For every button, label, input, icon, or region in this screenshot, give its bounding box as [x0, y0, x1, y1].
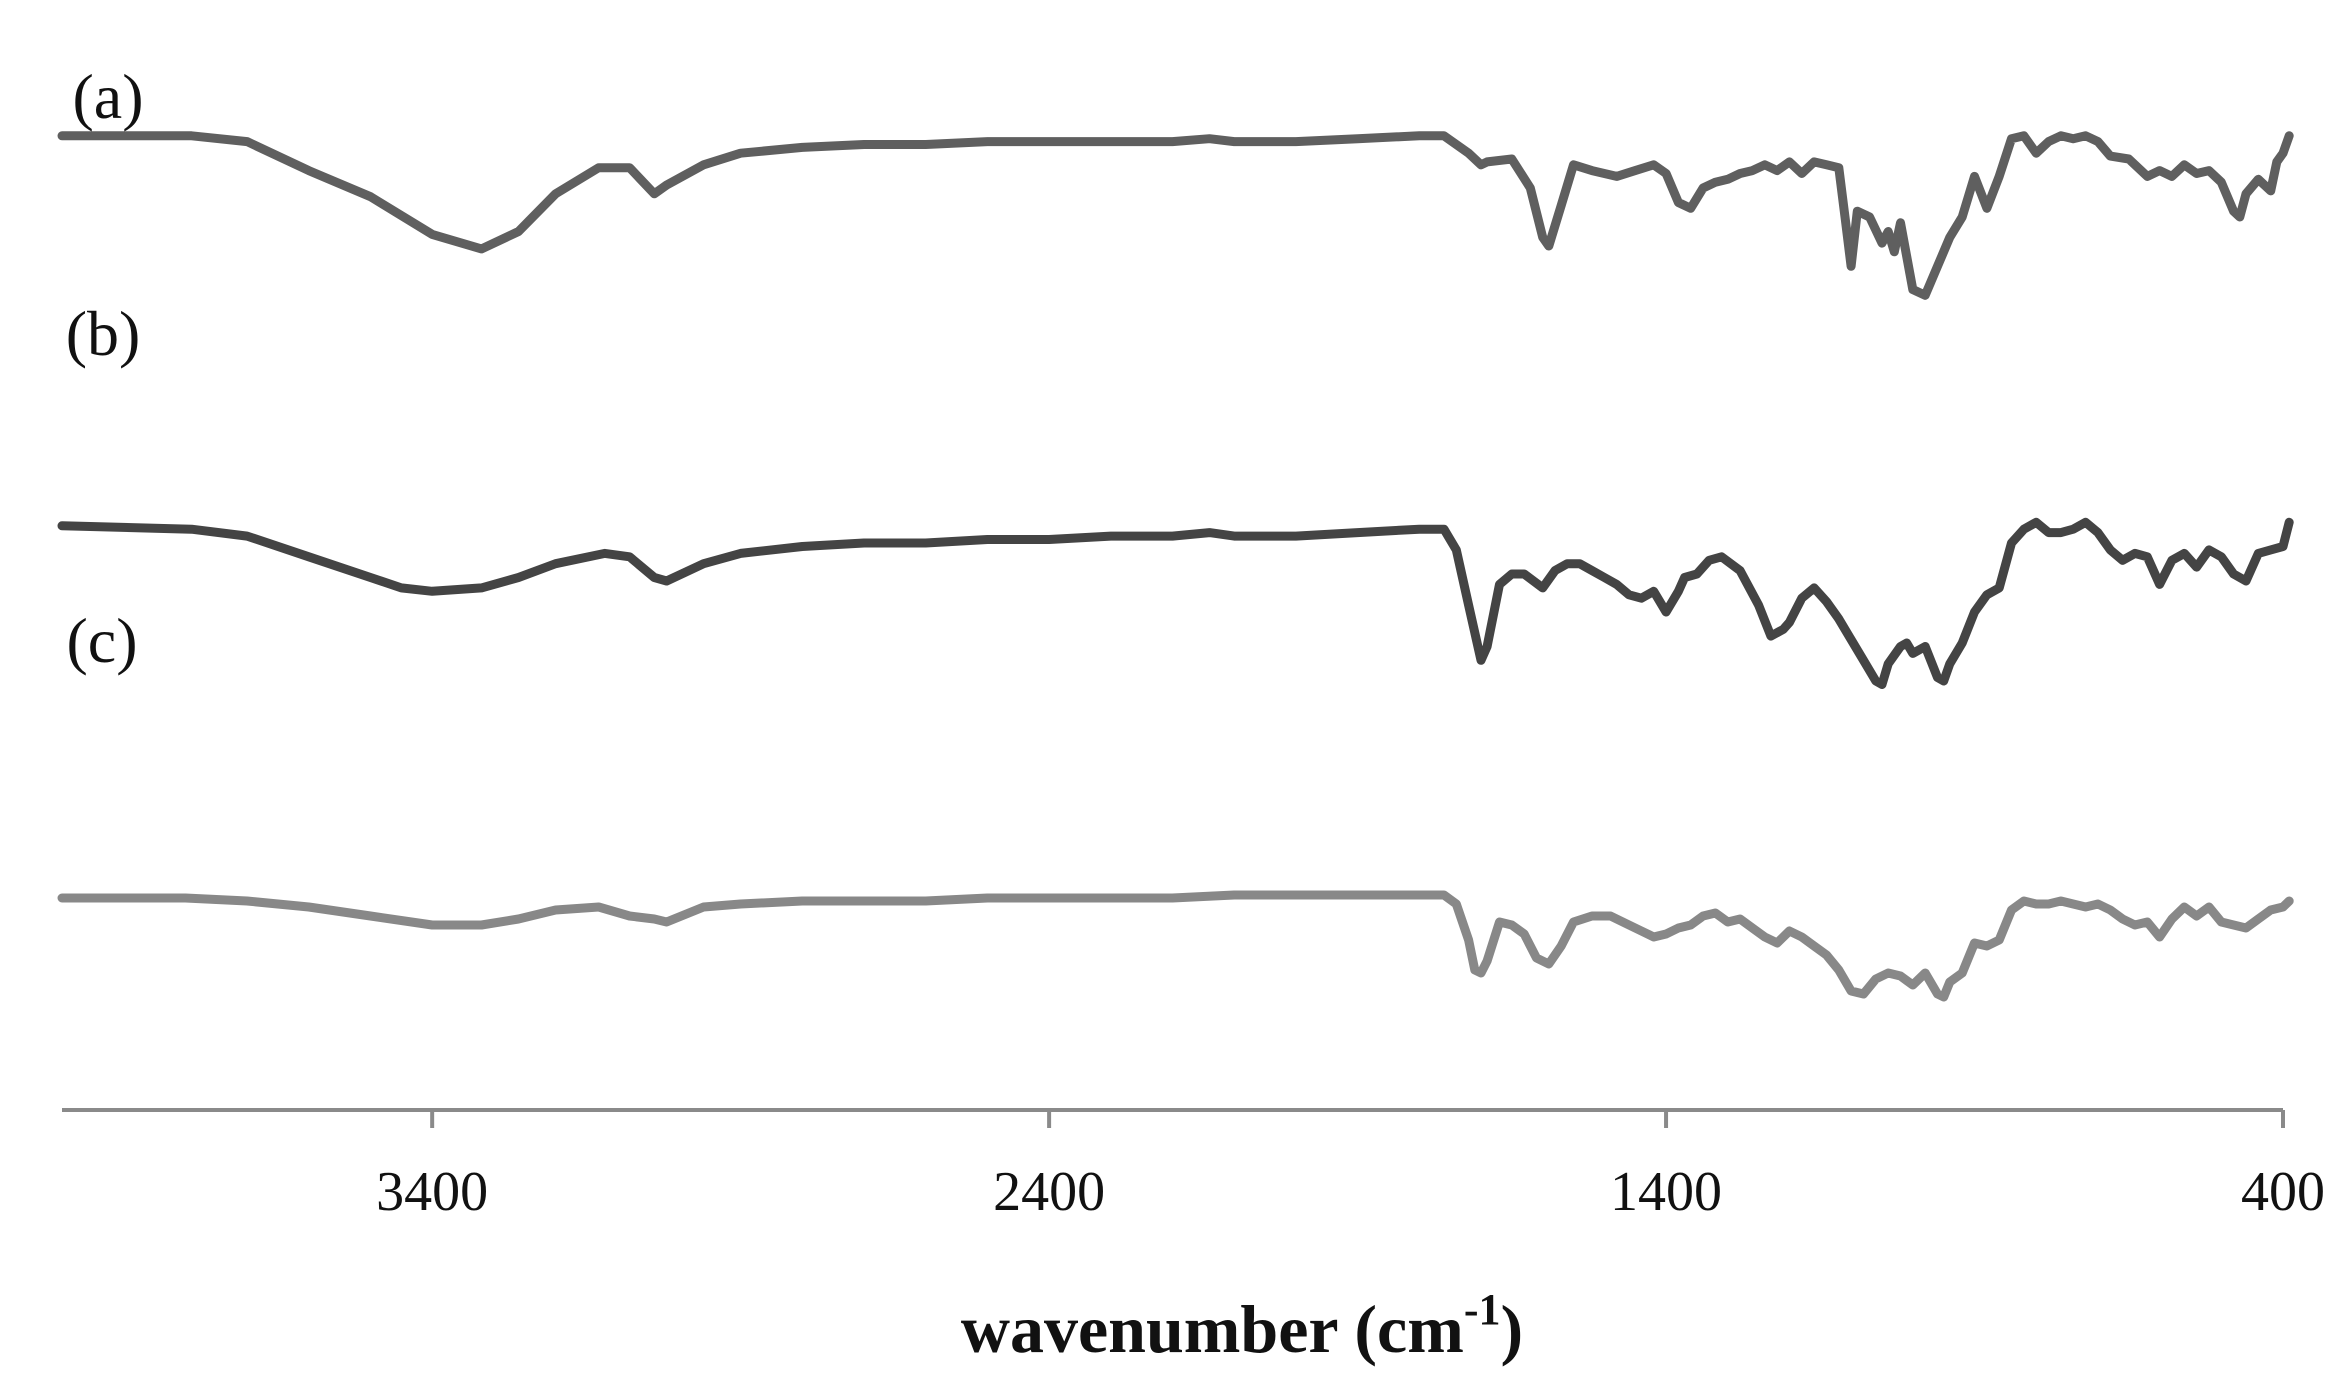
series-label-2: (b) [66, 298, 141, 369]
series-label-3: (c) [66, 605, 137, 676]
x-tick-label: 400 [2241, 1161, 2325, 1223]
spectrum-line-2 [57, 517, 2294, 689]
x-tick-label: 3400 [376, 1161, 488, 1223]
series-label-1: (a) [72, 61, 143, 132]
series-layer [57, 131, 2294, 1002]
x-tick-label: 2400 [993, 1161, 1105, 1223]
spectrum-line-1 [57, 131, 2294, 300]
x-axis-title: wavenumber (cm-1) [961, 1285, 1523, 1367]
x-tick-label: 1400 [1610, 1161, 1722, 1223]
x-axis-ticks: 3400 2400 1400 400 [376, 1110, 2325, 1223]
spectrum-line-3 [57, 890, 2294, 1002]
series-label-layer: (a) (b) (c) [66, 61, 144, 676]
